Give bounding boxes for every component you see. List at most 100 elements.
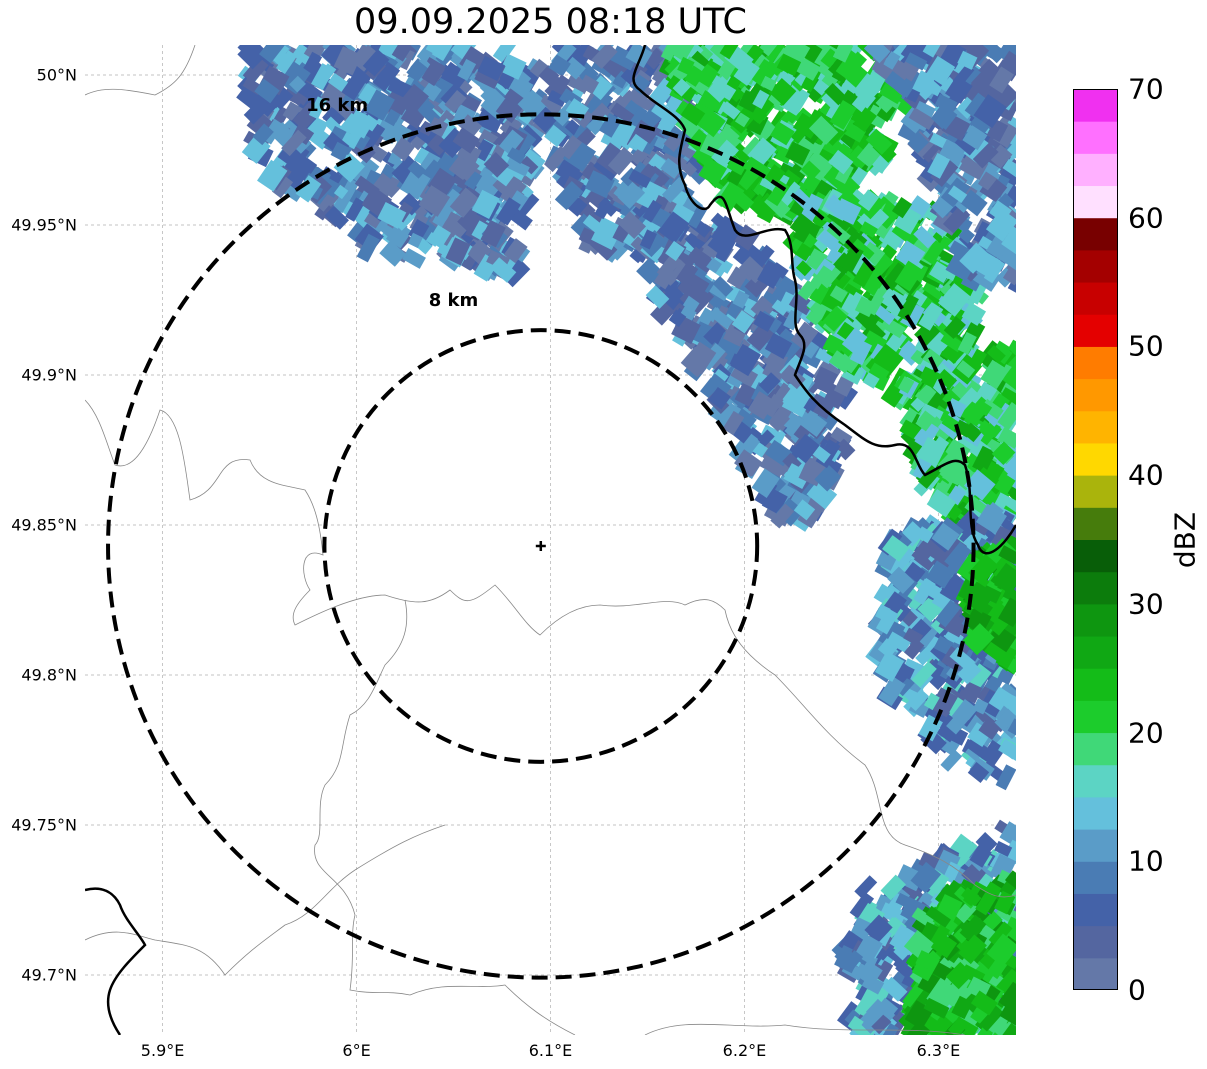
radar-echo-cell (991, 441, 1016, 466)
radar-echo-cell (745, 156, 771, 179)
radar-echo-cell (822, 305, 848, 332)
radar-echo-cell (684, 65, 705, 87)
radar-echo-cell (760, 75, 777, 92)
radar-echo-cell (689, 248, 712, 271)
radar-echo-cell (829, 285, 848, 303)
radar-echo-cell (406, 59, 429, 82)
radar-echo-cell (995, 764, 1016, 791)
radar-echo-cell (726, 266, 749, 290)
radar-echo-cell (295, 175, 322, 203)
radar-echo-cell (980, 359, 1009, 390)
radar-echo-cell (918, 302, 944, 331)
radar-echo-cell (696, 108, 726, 138)
radar-echo-cell (584, 88, 614, 120)
radar-echo-cell (795, 373, 814, 395)
radar-echo-cell (815, 347, 834, 365)
radar-echo-cell (795, 260, 812, 277)
radar-echo-cell (507, 147, 526, 165)
radar-echo-cell (911, 535, 940, 565)
colorbar-segment (1073, 603, 1118, 637)
radar-echo-cell (727, 122, 749, 142)
radar-echo-cell (975, 251, 1001, 279)
radar-echo-cell (793, 499, 816, 521)
radar-echo-cell (731, 142, 754, 166)
radar-echo-cell (722, 410, 745, 436)
radar-echo-cell (625, 45, 653, 68)
radar-echo-cell (270, 45, 290, 64)
radar-echo-cell (814, 464, 842, 492)
radar-echo-cell (811, 366, 838, 394)
radar-echo-cell (940, 331, 964, 353)
radar-echo-cell (833, 198, 862, 225)
radar-echo-cell (964, 469, 996, 501)
radar-echo-cell (548, 54, 571, 77)
radar-echo-cell (708, 387, 731, 410)
radar-echo-cell (914, 382, 937, 406)
radar-echo-cell (699, 377, 722, 400)
radar-echo-cell (857, 189, 880, 212)
colorbar-tick-label: 0 (1128, 973, 1146, 1007)
radar-echo-cell (686, 152, 708, 174)
radar-echo-cell (628, 169, 652, 189)
radar-echo-cell (922, 45, 943, 58)
radar-echo-cell (1002, 262, 1016, 286)
radar-echo-cell (907, 688, 930, 712)
colorbar-tick-label: 30 (1128, 587, 1164, 621)
colorbar-segment (1073, 700, 1118, 734)
radar-echo-cell (1002, 366, 1016, 392)
radar-echo-cell (477, 55, 506, 82)
radar-echo-cell (747, 391, 776, 420)
radar-echo-cell (815, 265, 838, 287)
radar-echo-cell (931, 522, 960, 551)
radar-echo-cell (989, 200, 1012, 223)
radar-echo-cell (452, 127, 481, 154)
radar-echo-cell (897, 376, 915, 394)
radar-echo-cell (957, 659, 982, 685)
colorbar-segment (1073, 861, 1118, 894)
radar-echo-cell (731, 179, 757, 205)
radar-echo-cell (281, 129, 307, 157)
radar-echo-cell (999, 164, 1016, 186)
radar-echoes (236, 45, 1016, 1039)
radar-echo-cell (896, 663, 915, 680)
radar-echo-cell (466, 239, 493, 265)
radar-echo-cell (407, 232, 423, 249)
radar-echo-cell (320, 45, 353, 70)
radar-echo-cell (703, 322, 726, 346)
radar-echo-cell (618, 211, 647, 239)
radar-echo-cell (978, 422, 996, 439)
radar-echo-cell (508, 75, 534, 99)
radar-echo-cell (538, 65, 560, 87)
radar-echo-cell (757, 429, 775, 447)
radar-echo-cell (731, 310, 755, 334)
radar-echo-cell (271, 175, 294, 199)
radar-echo-cell (617, 181, 646, 209)
radar-echo-cell (926, 416, 954, 443)
colorbar-segment (1073, 796, 1118, 830)
radar-echo-cell (988, 144, 1013, 169)
radar-echo-cell (630, 74, 651, 95)
colorbar-segment (1073, 185, 1118, 219)
radar-map[interactable]: 16 km 8 km (85, 45, 1016, 1039)
radar-echo-cell (926, 489, 957, 518)
radar-echo-cell (946, 504, 963, 521)
colorbar-segment (1073, 957, 1118, 991)
range-ring-label: 16 km (306, 95, 368, 116)
radar-echo-cell (303, 51, 323, 73)
radar-echo-cell (843, 62, 870, 89)
radar-echo-cell (957, 50, 978, 70)
radar-echo-cell (764, 332, 793, 360)
radar-echo-cell (719, 45, 743, 60)
colorbar-segment (1073, 636, 1118, 669)
radar-echo-cell (789, 213, 815, 238)
radar-echo-cell (972, 445, 997, 474)
radar-echo-cell (929, 261, 952, 284)
radar-echo-cell (345, 109, 375, 139)
radar-echo-cell (925, 80, 943, 97)
radar-echo-cell (961, 302, 987, 326)
radar-echo-cell (967, 761, 990, 783)
radar-echo-cell (443, 211, 466, 234)
radar-echo-cell (733, 58, 760, 86)
radar-echo-cell (946, 708, 971, 735)
radar-echo-cell (953, 419, 974, 438)
